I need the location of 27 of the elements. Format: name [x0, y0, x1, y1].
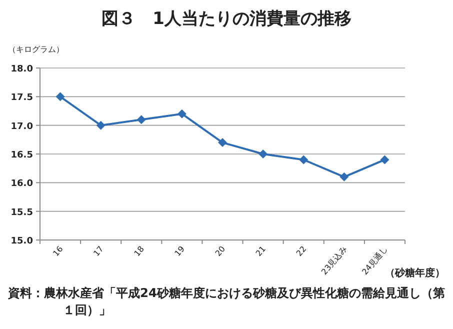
point	[96, 120, 106, 130]
y-tick-label: 16.0	[10, 179, 33, 190]
y-axis-title: （キログラム）	[8, 45, 64, 54]
x-tick-label: 23見込み	[320, 244, 349, 276]
point	[136, 115, 146, 124]
point	[258, 150, 268, 158]
x-tick-label: 22	[294, 244, 308, 258]
point	[177, 109, 186, 118]
x-tick-label: 19	[173, 244, 186, 258]
y-tick-label: 18.0	[10, 64, 33, 74]
point	[299, 155, 308, 164]
x-tick-label: 18	[132, 244, 146, 258]
x-tick-label: 21	[254, 244, 268, 258]
point	[340, 172, 349, 182]
point	[380, 155, 390, 164]
x-tick-label: 17	[92, 244, 106, 258]
x-tick-label: 20	[214, 244, 228, 258]
y-tick-label: 15.5	[10, 208, 33, 218]
y-tick-label: 17.0	[10, 122, 33, 132]
point	[218, 138, 227, 148]
y-tick-label: 15.0	[10, 236, 33, 246]
text: 資料：農林水産省「平成24砂糖年度における砂糖及び異性化糖の需給見通し（第１回）」	[8, 285, 446, 319]
x-tick-label: 16	[51, 244, 65, 258]
y-tick-label: 16.5	[10, 150, 33, 160]
y-tick-label: 17.5	[10, 93, 33, 104]
chart-title: 図３ 1人当たりの消費量の推移	[102, 9, 352, 29]
point	[56, 92, 65, 102]
